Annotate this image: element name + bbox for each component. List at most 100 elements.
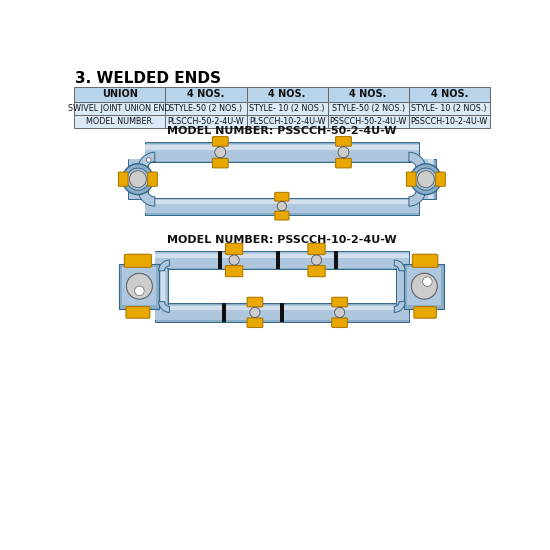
Bar — [166, 116, 246, 128]
Bar — [246, 116, 328, 128]
Text: 4 NOS.: 4 NOS. — [431, 90, 468, 100]
Bar — [140, 159, 145, 199]
FancyBboxPatch shape — [247, 298, 263, 307]
Circle shape — [311, 255, 322, 265]
FancyBboxPatch shape — [212, 136, 228, 146]
FancyBboxPatch shape — [124, 254, 151, 267]
Bar — [151, 268, 167, 305]
FancyBboxPatch shape — [336, 158, 351, 168]
Wedge shape — [159, 301, 169, 312]
Circle shape — [277, 201, 287, 211]
Wedge shape — [138, 189, 155, 206]
Bar — [397, 268, 413, 305]
Bar — [145, 144, 419, 161]
Bar — [128, 159, 148, 199]
Bar — [428, 159, 433, 199]
Bar — [408, 268, 411, 305]
Text: STYLE- 10 (2 NOS.): STYLE- 10 (2 NOS.) — [411, 104, 487, 113]
FancyBboxPatch shape — [226, 244, 243, 255]
Text: PSSCCH-50-2-4U-W: PSSCCH-50-2-4U-W — [329, 117, 407, 126]
Text: 4 NOS.: 4 NOS. — [268, 90, 306, 100]
Bar — [155, 254, 409, 258]
Circle shape — [422, 176, 429, 183]
Bar — [416, 159, 436, 199]
Bar — [409, 87, 490, 102]
FancyBboxPatch shape — [148, 172, 157, 186]
Wedge shape — [394, 301, 405, 312]
Bar — [155, 306, 409, 310]
Circle shape — [131, 172, 145, 186]
Bar — [145, 142, 419, 162]
FancyBboxPatch shape — [212, 158, 228, 168]
Bar — [155, 305, 409, 320]
Circle shape — [338, 147, 349, 158]
FancyBboxPatch shape — [406, 172, 416, 186]
Bar — [74, 116, 166, 128]
Bar — [119, 264, 160, 309]
Bar — [276, 251, 280, 270]
FancyBboxPatch shape — [308, 244, 325, 255]
Circle shape — [422, 277, 432, 287]
Bar — [404, 264, 444, 309]
Bar — [338, 303, 342, 322]
Text: 4 NOS.: 4 NOS. — [349, 90, 387, 100]
FancyBboxPatch shape — [118, 172, 128, 186]
Circle shape — [411, 273, 437, 299]
FancyBboxPatch shape — [336, 136, 351, 146]
Bar — [145, 145, 419, 150]
Bar — [155, 252, 409, 268]
Circle shape — [129, 170, 146, 188]
FancyBboxPatch shape — [226, 266, 243, 277]
Text: PSSCCH-10-2-4U-W: PSSCCH-10-2-4U-W — [411, 117, 488, 126]
Text: UNION: UNION — [102, 90, 138, 100]
Bar — [222, 303, 226, 322]
FancyBboxPatch shape — [436, 172, 446, 186]
Circle shape — [410, 164, 441, 195]
Text: MODEL NUMBER: PSSCCH-50-2-4U-W: MODEL NUMBER: PSSCCH-50-2-4U-W — [167, 126, 397, 136]
Bar — [417, 159, 434, 199]
Wedge shape — [409, 152, 426, 169]
Bar — [145, 200, 419, 204]
Circle shape — [214, 147, 226, 158]
Circle shape — [419, 172, 433, 186]
Wedge shape — [409, 189, 426, 206]
Bar — [155, 303, 409, 322]
Bar — [328, 116, 409, 128]
FancyBboxPatch shape — [308, 266, 325, 277]
Text: 4 NOS.: 4 NOS. — [188, 90, 225, 100]
Bar — [280, 197, 284, 214]
Circle shape — [146, 158, 151, 162]
FancyBboxPatch shape — [126, 307, 150, 318]
Bar — [409, 102, 490, 116]
Text: PLSCCH-10-2-4U-W: PLSCCH-10-2-4U-W — [249, 117, 325, 126]
Circle shape — [415, 168, 437, 190]
Circle shape — [135, 286, 144, 295]
Circle shape — [135, 176, 141, 183]
Circle shape — [126, 273, 152, 299]
FancyBboxPatch shape — [275, 211, 289, 220]
Bar — [280, 303, 284, 322]
Bar — [166, 102, 246, 116]
Text: STYLE- 10 (2 NOS.): STYLE- 10 (2 NOS.) — [249, 104, 325, 113]
Circle shape — [123, 164, 153, 195]
Circle shape — [127, 168, 149, 190]
FancyBboxPatch shape — [332, 298, 348, 307]
Bar — [246, 87, 328, 102]
Bar — [150, 268, 168, 305]
Bar — [246, 102, 328, 116]
Bar — [396, 268, 414, 305]
FancyBboxPatch shape — [332, 318, 348, 327]
Bar — [342, 142, 345, 162]
Circle shape — [334, 307, 345, 317]
Bar — [74, 102, 166, 116]
Bar — [218, 142, 222, 162]
Bar — [409, 116, 490, 128]
Bar — [408, 267, 441, 305]
Circle shape — [417, 170, 434, 188]
Bar — [123, 267, 156, 305]
FancyBboxPatch shape — [275, 192, 289, 201]
FancyBboxPatch shape — [414, 307, 436, 318]
Bar — [166, 87, 246, 102]
Bar — [145, 199, 419, 213]
Text: 3. WELDED ENDS: 3. WELDED ENDS — [75, 72, 221, 86]
